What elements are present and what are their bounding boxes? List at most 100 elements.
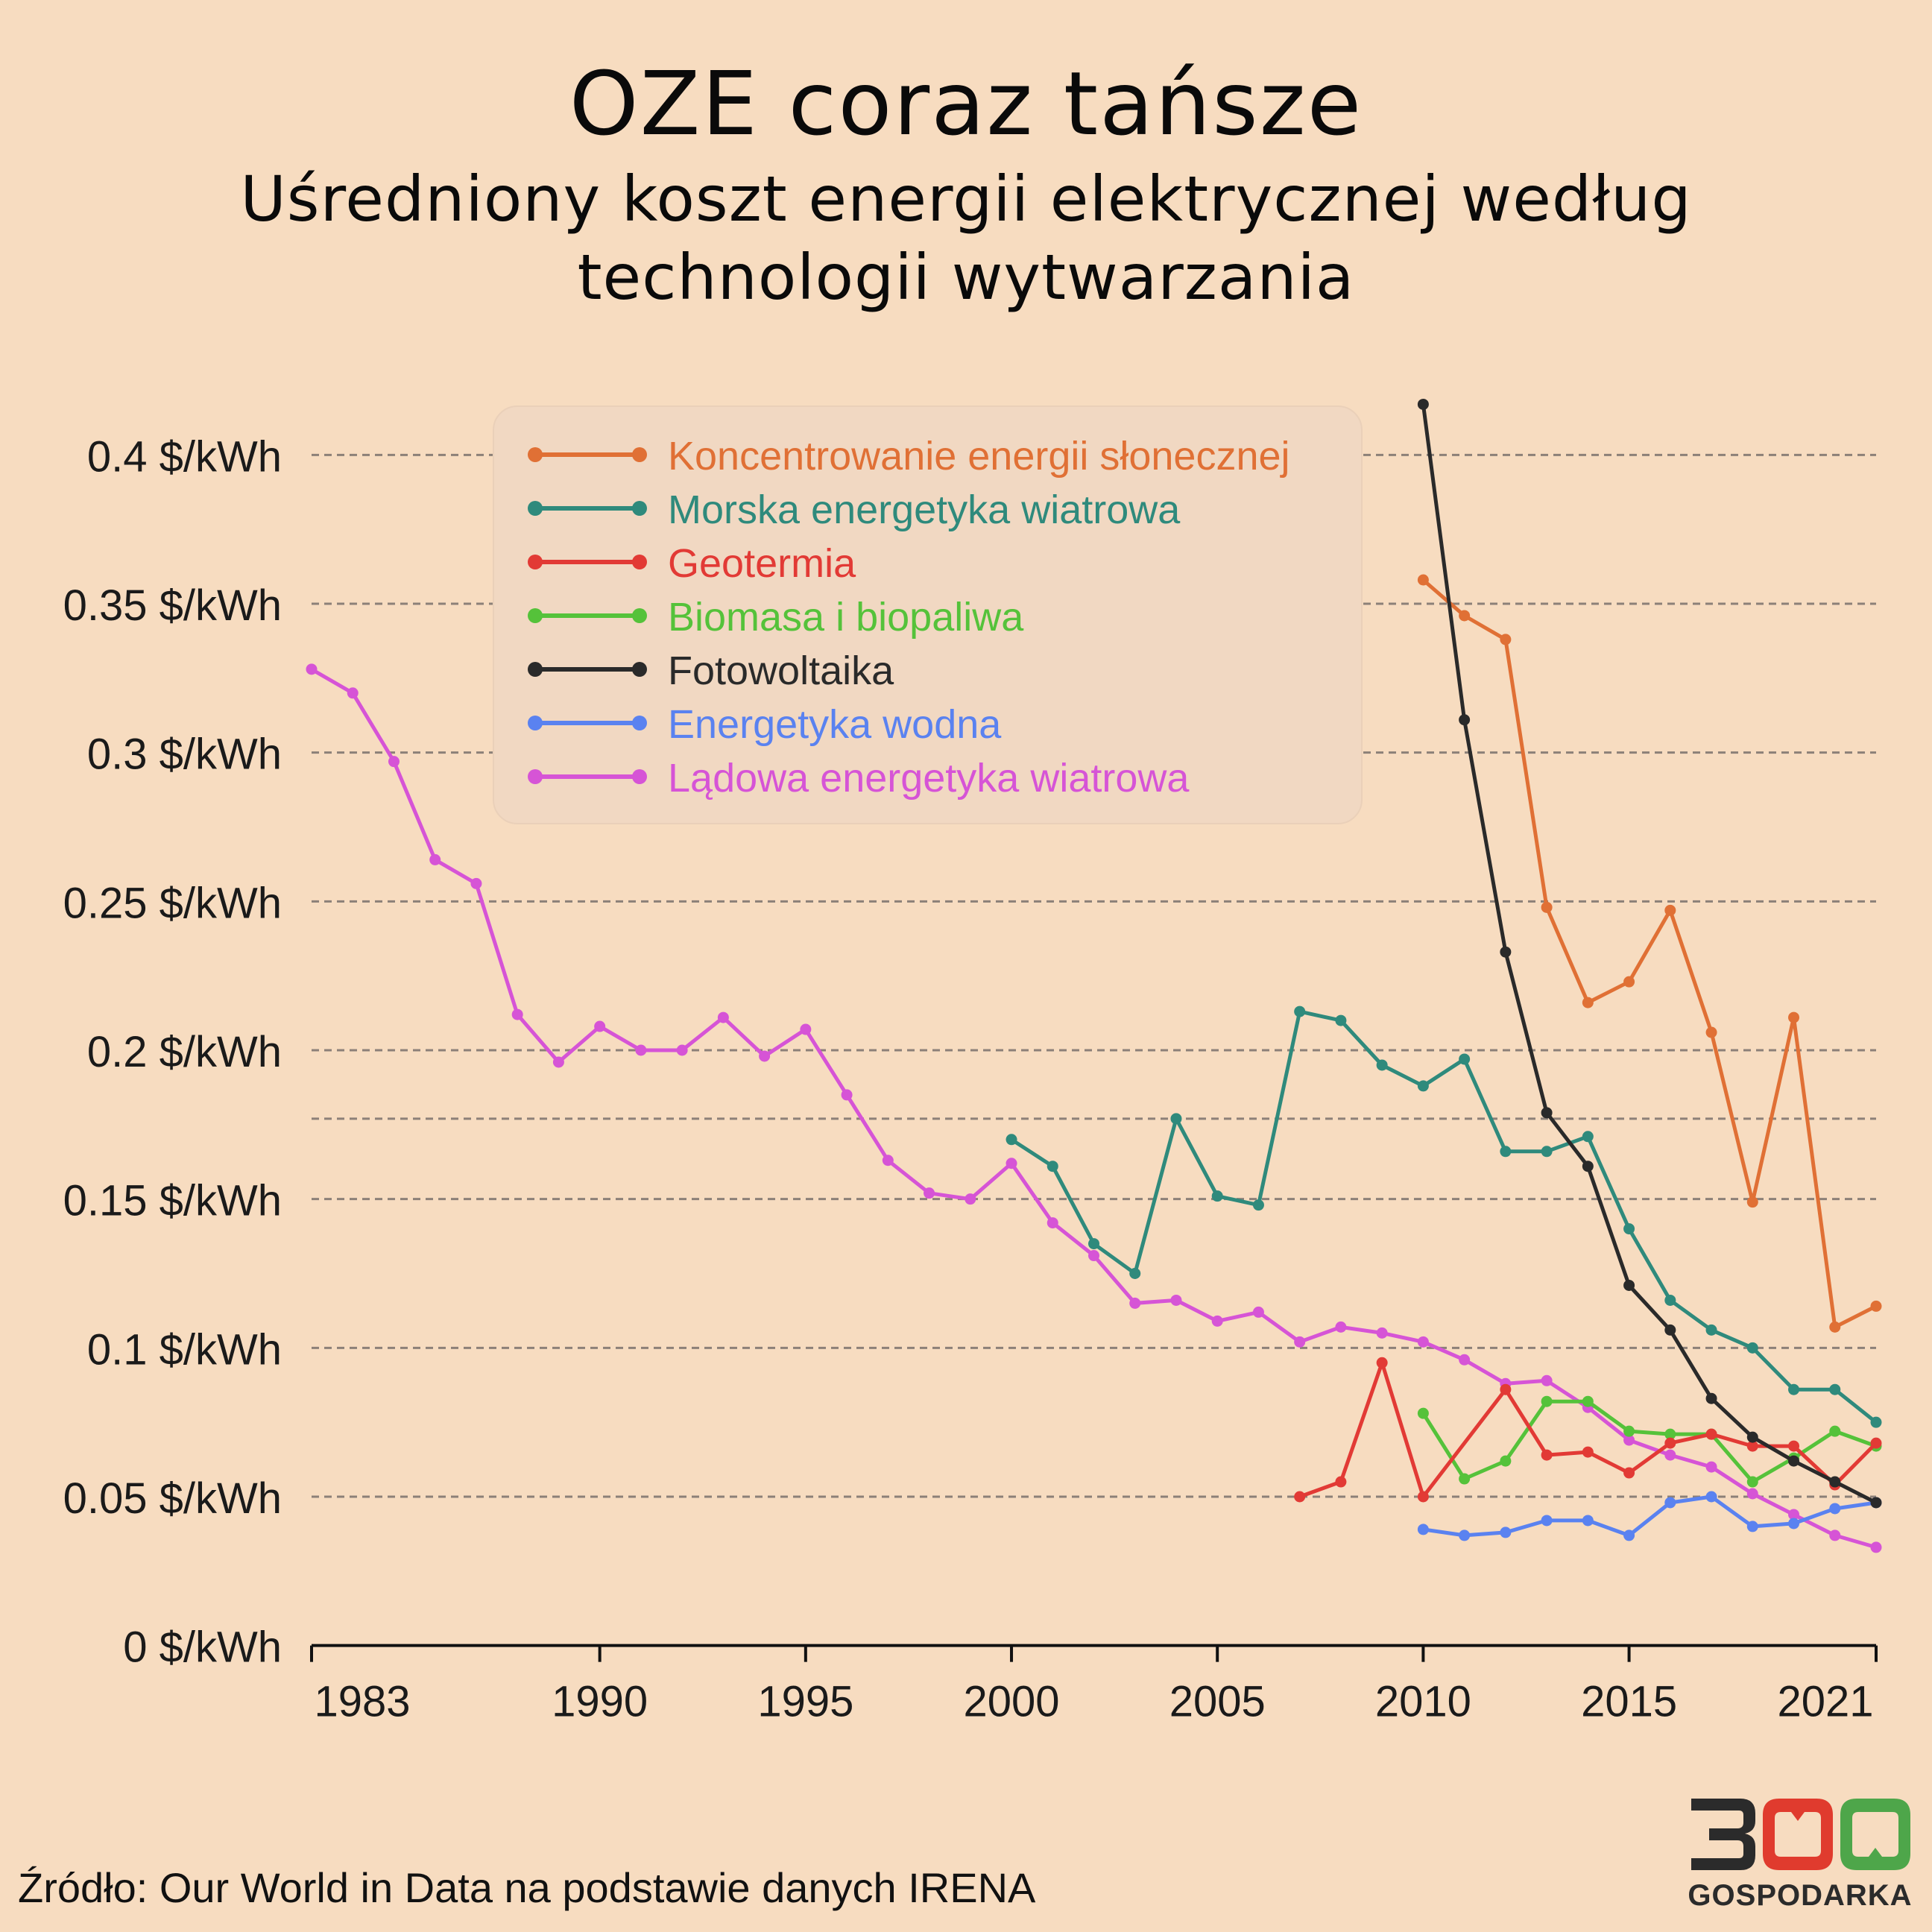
y-tick-label: 0.05 $/kWh bbox=[63, 1474, 282, 1523]
legend-swatch-dot bbox=[528, 501, 543, 516]
data-point bbox=[1500, 634, 1512, 645]
x-tick-label: 1990 bbox=[552, 1678, 648, 1726]
data-point bbox=[1623, 1434, 1635, 1446]
legend-item: Koncentrowanie energii słonecznej bbox=[528, 434, 1290, 479]
y-tick-label: 0 $/kWh bbox=[123, 1623, 282, 1672]
y-tick-label: 0.15 $/kWh bbox=[63, 1177, 282, 1225]
source-note: Źródło: Our World in Data na podstawie d… bbox=[18, 1864, 1036, 1911]
data-point bbox=[1170, 1113, 1182, 1125]
chart-title: OZE coraz tańsze bbox=[569, 52, 1363, 155]
data-point bbox=[1335, 1476, 1347, 1488]
data-point bbox=[1376, 1357, 1388, 1368]
data-point bbox=[1746, 1476, 1758, 1488]
x-tick-label: 2000 bbox=[964, 1678, 1060, 1726]
legend-swatch-dot bbox=[632, 501, 647, 516]
data-point bbox=[1705, 1324, 1717, 1336]
data-point bbox=[1046, 1161, 1058, 1172]
data-point bbox=[1746, 1342, 1758, 1354]
data-point bbox=[1294, 1006, 1306, 1017]
legend-swatch-dot bbox=[632, 447, 647, 462]
data-point bbox=[1705, 1026, 1717, 1038]
data-point bbox=[1705, 1392, 1717, 1404]
data-point bbox=[1582, 1131, 1594, 1143]
x-tick-label: 2021 bbox=[1777, 1678, 1873, 1726]
data-point bbox=[1664, 1428, 1676, 1440]
subtitle-line-2: technologii wytwarzania bbox=[577, 241, 1355, 314]
series-line bbox=[1298, 1360, 1878, 1499]
data-point bbox=[511, 1008, 523, 1020]
series-line bbox=[1423, 1494, 1877, 1538]
data-point bbox=[1046, 1217, 1058, 1229]
data-point bbox=[1335, 1321, 1347, 1333]
data-point bbox=[1870, 1541, 1882, 1553]
series bbox=[1006, 1006, 1882, 1428]
legend-swatch-dot bbox=[632, 716, 647, 730]
x-axis-ticks: 1983 1990 1995 2000 2005 2010 2015 2021 bbox=[310, 1644, 1878, 1726]
data-point bbox=[1746, 1521, 1758, 1532]
legend-swatch-dot bbox=[528, 716, 543, 730]
logo-mark bbox=[1691, 1799, 1910, 1870]
data-point bbox=[1294, 1491, 1306, 1503]
data-point bbox=[347, 687, 359, 699]
data-point bbox=[1623, 1530, 1635, 1541]
y-axis-ticks: 0 $/kWh 0.05 $/kWh 0.1 $/kWh 0.15 $/kWh 0.2 … bbox=[63, 432, 282, 1671]
data-point bbox=[1417, 1524, 1429, 1535]
legend-item: Energetyka wodna bbox=[528, 702, 1002, 747]
legend: Koncentrowanie energii słonecznej Morska … bbox=[493, 405, 1363, 824]
data-point bbox=[800, 1023, 812, 1035]
data-point bbox=[1541, 901, 1553, 913]
data-point bbox=[1664, 1497, 1676, 1509]
data-point bbox=[388, 756, 400, 768]
data-point bbox=[1582, 1395, 1594, 1407]
data-point bbox=[1788, 1011, 1800, 1023]
x-tick-label: 2005 bbox=[1169, 1678, 1266, 1726]
legend-label: Geotermia bbox=[668, 541, 856, 586]
data-point bbox=[1870, 1416, 1882, 1428]
data-point bbox=[1664, 1437, 1676, 1449]
data-point bbox=[1664, 1324, 1676, 1336]
data-point bbox=[841, 1089, 853, 1101]
series bbox=[1417, 398, 1882, 1509]
legend-swatch-dot bbox=[528, 555, 543, 569]
data-point bbox=[1541, 1449, 1553, 1461]
legend-label: Energetyka wodna bbox=[668, 702, 1002, 747]
data-point bbox=[1623, 1425, 1635, 1437]
data-point bbox=[635, 1044, 647, 1056]
data-point bbox=[1500, 946, 1512, 958]
data-point bbox=[552, 1056, 564, 1068]
x-tick-label: 2010 bbox=[1375, 1678, 1471, 1726]
data-point bbox=[1459, 714, 1471, 726]
data-point bbox=[1129, 1297, 1141, 1309]
data-point bbox=[1788, 1518, 1800, 1530]
legend-swatch-dot bbox=[632, 555, 647, 569]
data-point bbox=[470, 877, 482, 889]
data-point bbox=[1376, 1059, 1388, 1071]
y-tick-label: 0.1 $/kWh bbox=[87, 1325, 282, 1374]
data-point bbox=[1129, 1268, 1141, 1279]
series-line bbox=[1421, 404, 1878, 1505]
data-point bbox=[1541, 1107, 1553, 1119]
data-point bbox=[1500, 1383, 1512, 1395]
data-point bbox=[1746, 1440, 1758, 1452]
legend-item: Biomasa i biopaliwa bbox=[528, 595, 1024, 640]
data-point bbox=[882, 1155, 894, 1167]
data-point bbox=[1500, 1146, 1512, 1158]
data-point bbox=[594, 1020, 606, 1032]
data-point bbox=[1746, 1196, 1758, 1208]
legend-label: Koncentrowanie energii słonecznej bbox=[668, 434, 1290, 479]
data-point bbox=[1541, 1146, 1553, 1158]
data-point bbox=[1541, 1515, 1553, 1527]
data-point bbox=[1417, 574, 1429, 586]
data-point bbox=[1582, 1446, 1594, 1458]
subtitle-line-1: Uśredniony koszt energii elektrycznej we… bbox=[240, 162, 1692, 236]
data-point bbox=[1870, 1300, 1882, 1312]
legend-item: Geotermia bbox=[528, 541, 856, 586]
x-tick-label: 1983 bbox=[314, 1678, 410, 1726]
logo-wordmark: GOSPODARKA bbox=[1688, 1879, 1913, 1912]
data-point bbox=[1705, 1491, 1717, 1503]
data-point bbox=[1459, 610, 1471, 622]
legend-item: Fotowoltaika bbox=[528, 648, 894, 693]
data-point bbox=[1829, 1425, 1841, 1437]
series bbox=[1417, 1491, 1882, 1541]
